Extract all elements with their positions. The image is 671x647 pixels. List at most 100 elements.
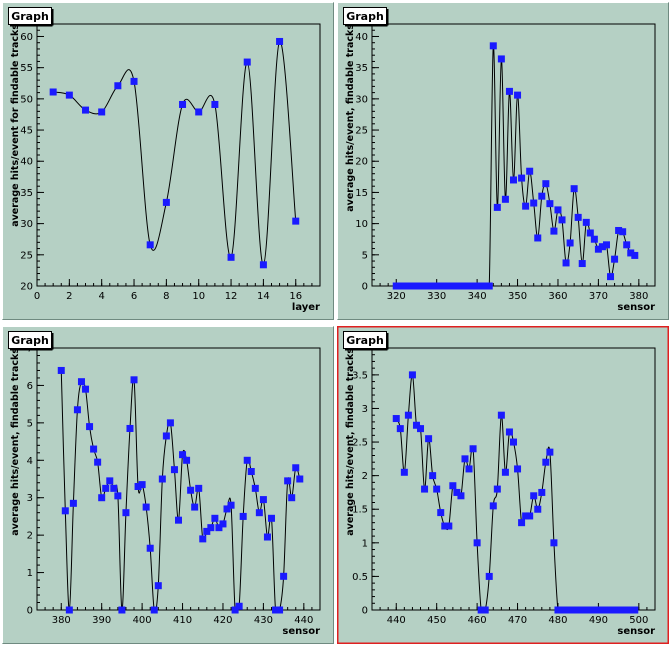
- x-tick-label: 320: [387, 291, 406, 302]
- data-point: [453, 488, 461, 496]
- y-tick-label: 45: [20, 126, 33, 137]
- data-point: [396, 282, 404, 290]
- data-point: [130, 376, 138, 384]
- data-point: [574, 606, 582, 614]
- y-tick-label: 4: [27, 456, 33, 467]
- y-tick-label: 40: [355, 32, 368, 43]
- data-point: [251, 484, 259, 492]
- y-axis-title: average hits/event, findable tracks: [10, 348, 21, 536]
- data-point: [469, 282, 477, 290]
- y-tick-label: 20: [20, 282, 33, 293]
- x-tick-label: 10: [192, 291, 205, 302]
- data-point: [481, 606, 489, 614]
- data-point: [441, 282, 449, 290]
- data-point: [570, 606, 578, 614]
- x-tick-label: 360: [548, 291, 567, 302]
- data-point: [566, 239, 574, 247]
- chart-svg: 38039040041042043044001234567sensoravera…: [2, 326, 334, 644]
- data-point: [130, 77, 138, 85]
- graph-pad-4[interactable]: 440 450 460 470 480 490 500 0 0.5 1 1.5 2 2.5 3 3.5 sen…: [337, 326, 669, 644]
- data-point: [522, 512, 530, 520]
- y-tick-label: 3.5: [352, 370, 368, 381]
- data-point: [538, 488, 546, 496]
- data-point: [594, 245, 602, 253]
- data-point: [598, 243, 606, 251]
- data-point: [69, 499, 77, 507]
- data-point: [280, 572, 288, 580]
- data-point: [514, 91, 522, 99]
- x-tick-label: 14: [257, 291, 270, 302]
- data-point: [179, 100, 187, 108]
- data-point: [49, 88, 57, 96]
- chart-svg: 320 330 340 350 360 370 380 0 5 10 15 20 25 30 35 40 sen…: [337, 2, 669, 320]
- data-point: [615, 606, 623, 614]
- x-tick-label: 8: [163, 291, 169, 302]
- data-point: [175, 516, 182, 524]
- data-point: [86, 423, 94, 431]
- y-tick-label: 1.5: [352, 505, 368, 516]
- data-point: [485, 572, 493, 580]
- data-point: [607, 273, 615, 281]
- data-point: [243, 58, 251, 66]
- x-axis-title: sensor: [282, 626, 320, 637]
- data-point: [150, 606, 158, 614]
- data-point: [631, 606, 639, 614]
- data-point: [510, 438, 517, 446]
- x-tick-label: 340: [468, 291, 487, 302]
- x-tick-label: 400: [133, 615, 152, 626]
- data-point: [211, 514, 219, 522]
- data-point: [449, 282, 457, 290]
- data-point: [594, 606, 602, 614]
- x-tick-label: 2: [66, 291, 72, 302]
- data-point: [578, 260, 586, 268]
- data-point: [473, 282, 481, 290]
- data-point: [404, 411, 412, 419]
- data-point: [477, 606, 485, 614]
- pad-bevel-light: [2, 2, 334, 320]
- data-point: [211, 100, 219, 108]
- y-tick-label: 3: [27, 493, 33, 504]
- data-point: [65, 91, 73, 99]
- graph-pad-1[interactable]: 0 2 4 6 8 10 12 14 16 20 25 30 35 40 45 50 55 60 layer aver…: [2, 2, 334, 320]
- data-point: [546, 200, 554, 208]
- x-axis-title: layer: [292, 302, 320, 313]
- x-tick-label: 440: [294, 615, 313, 626]
- x-tick-label: 460: [468, 615, 487, 626]
- data-point: [65, 606, 73, 614]
- data-point: [554, 606, 562, 614]
- data-point: [82, 385, 90, 393]
- x-tick-label: 0: [34, 291, 40, 302]
- data-point: [162, 432, 170, 440]
- data-point: [457, 492, 465, 500]
- data-point: [522, 202, 530, 210]
- data-point: [586, 229, 594, 237]
- graph-pad-3[interactable]: 38039040041042043044001234567sensoravera…: [2, 326, 334, 644]
- data-point: [526, 512, 534, 520]
- data-point: [284, 477, 292, 485]
- data-point: [611, 606, 619, 614]
- data-point: [263, 533, 271, 541]
- data-point: [146, 544, 154, 552]
- data-point: [272, 606, 280, 614]
- data-point: [477, 282, 485, 290]
- data-point: [485, 282, 493, 290]
- x-tick-label: 440: [387, 615, 406, 626]
- data-point: [392, 282, 400, 290]
- chart-title: Graph: [346, 334, 384, 347]
- data-point: [530, 492, 538, 500]
- y-tick-label: 60: [20, 32, 33, 43]
- graph-pad-2[interactable]: 320 330 340 350 360 370 380 0 5 10 15 20 25 30 35 40 sen…: [337, 2, 669, 320]
- y-tick-label: 30: [20, 219, 33, 230]
- data-point: [203, 527, 211, 535]
- data-point: [461, 455, 469, 463]
- data-point: [627, 249, 635, 257]
- y-tick-label: 5: [362, 250, 368, 261]
- data-point: [534, 234, 542, 242]
- data-point: [546, 448, 554, 456]
- data-point: [57, 366, 65, 374]
- data-point: [408, 371, 416, 379]
- x-tick-label: 450: [427, 615, 446, 626]
- data-point: [554, 206, 562, 214]
- data-point: [623, 241, 631, 249]
- chart-title: Graph: [346, 10, 384, 23]
